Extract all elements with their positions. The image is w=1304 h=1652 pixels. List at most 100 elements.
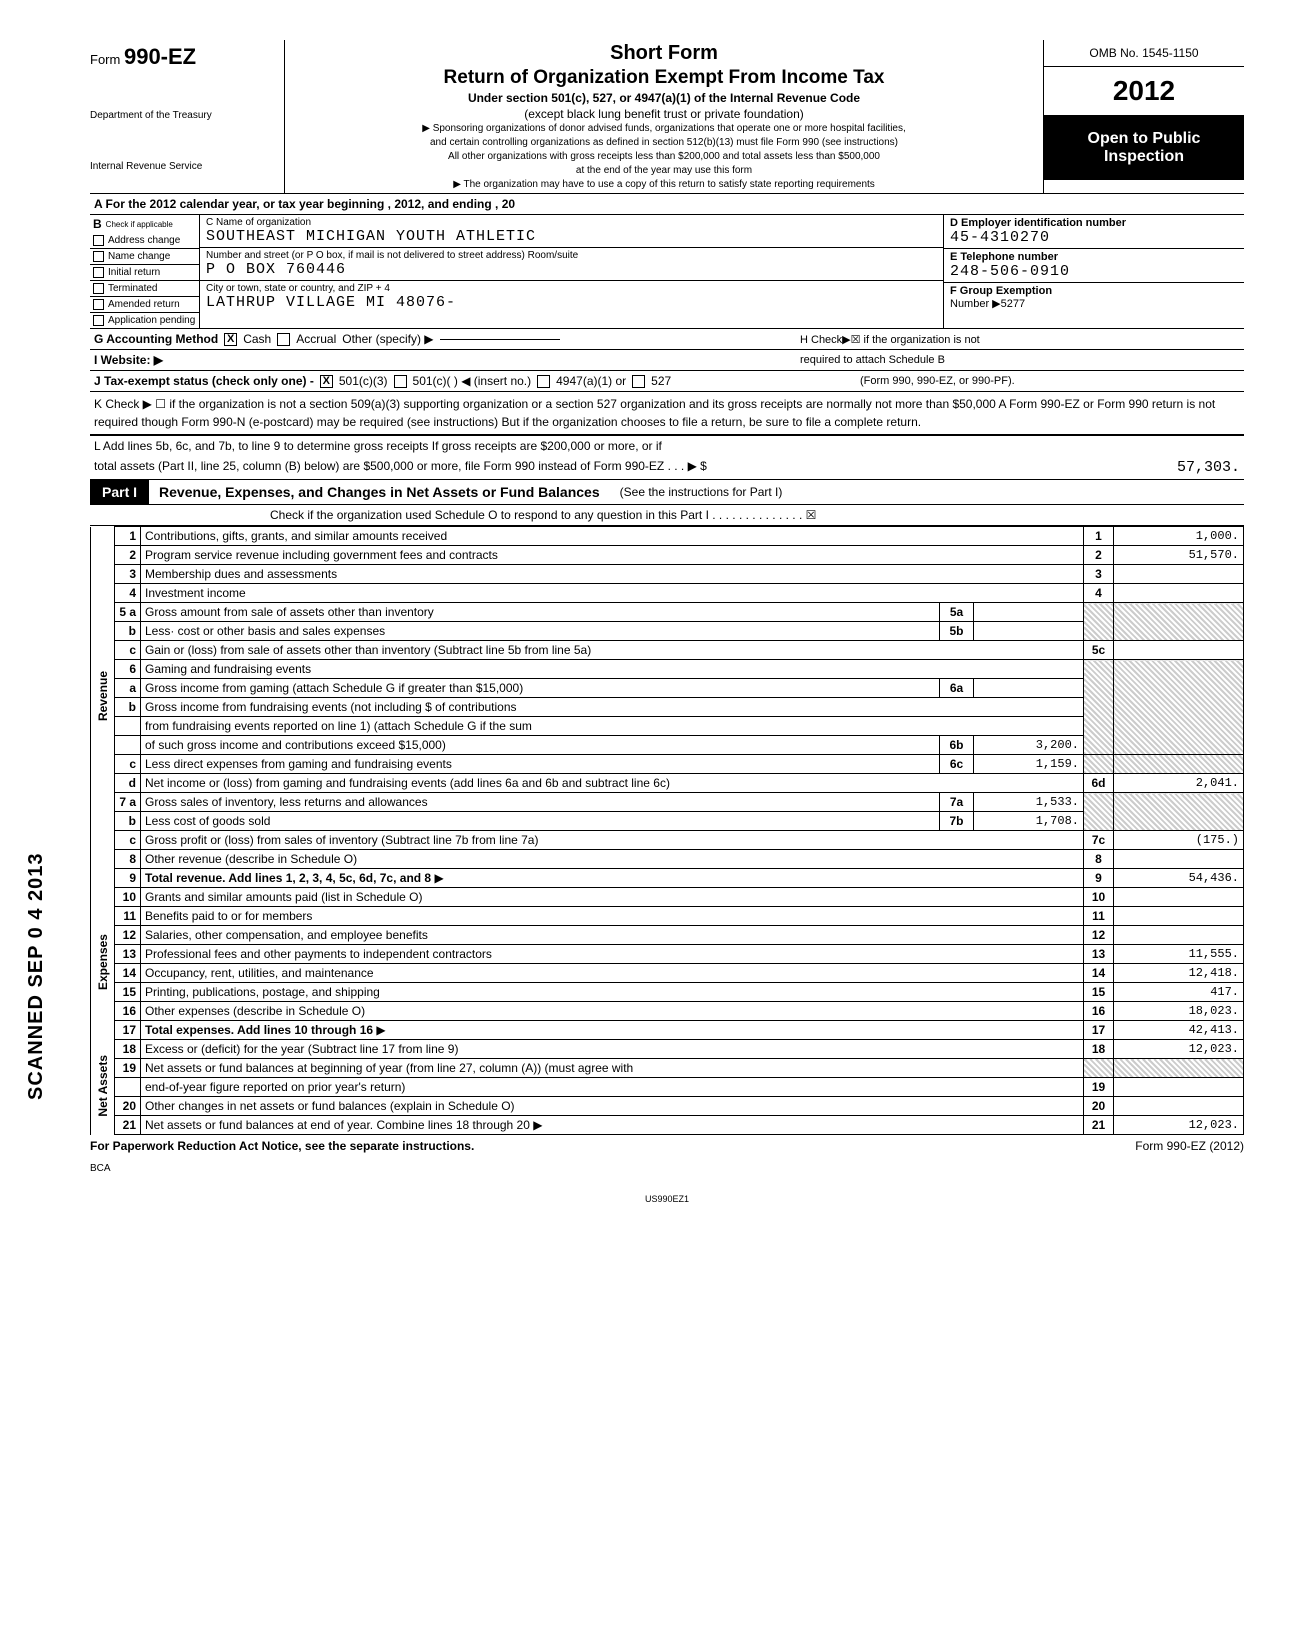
b18: 18 — [1084, 1040, 1114, 1059]
t19b: end-of-year figure reported on prior yea… — [145, 1080, 405, 1094]
org-city: LATHRUP VILLAGE MI 48076- — [206, 294, 937, 311]
h-text: H Check▶☒ if the organization is not — [800, 333, 1240, 346]
fine3: All other organizations with gross recei… — [295, 151, 1033, 163]
title-short: Short Form — [295, 42, 1033, 65]
dept-irs: Internal Revenue Service — [90, 161, 278, 172]
n9: 9 — [115, 869, 141, 888]
v6d: 2,041. — [1114, 774, 1244, 793]
n5c: c — [115, 641, 141, 660]
n1: 1 — [115, 527, 141, 546]
b19b: 19 — [1084, 1078, 1114, 1097]
lbl-term: Terminated — [108, 283, 157, 294]
cb-amend[interactable] — [93, 299, 104, 310]
t5a: Gross amount from sale of assets other t… — [145, 605, 434, 619]
n7a: 7 a — [115, 793, 141, 812]
cb-501c3[interactable]: X — [320, 375, 333, 388]
i-label: I Website: ▶ — [94, 353, 163, 367]
n5a: 5 a — [115, 603, 141, 622]
t14: Occupancy, rent, utilities, and maintena… — [145, 966, 374, 980]
lbl-accrual: Accrual — [296, 332, 336, 346]
v11 — [1114, 907, 1244, 926]
t17: Total expenses. Add lines 10 through 16 — [145, 1023, 373, 1037]
n21: 21 — [115, 1116, 141, 1135]
part1-header: Part I Revenue, Expenses, and Changes in… — [90, 480, 1244, 505]
n6a: a — [115, 679, 141, 698]
g-label: G Accounting Method — [94, 332, 218, 346]
v18: 12,023. — [1114, 1040, 1244, 1059]
n13: 13 — [115, 945, 141, 964]
mb5b: 5b — [940, 622, 974, 641]
b4: 4 — [1084, 584, 1114, 603]
b7c: 7c — [1084, 831, 1114, 850]
v1: 1,000. — [1114, 527, 1244, 546]
cb-address[interactable] — [93, 235, 104, 246]
cb-initial[interactable] — [93, 267, 104, 278]
cb-4947[interactable] — [537, 375, 550, 388]
b10: 10 — [1084, 888, 1114, 907]
cb-527[interactable] — [632, 375, 645, 388]
cb-501c[interactable] — [394, 375, 407, 388]
e-label: E Telephone number — [950, 251, 1058, 263]
check-schedule-o: Check if the organization used Schedule … — [90, 505, 1244, 526]
phone: 248-506-0910 — [950, 263, 1238, 280]
addr-label: Number and street (or P O box, if mail i… — [206, 250, 937, 261]
fine2: and certain controlling organizations as… — [295, 137, 1033, 149]
lbl-amend: Amended return — [108, 299, 180, 310]
mv7a: 1,533. — [974, 793, 1084, 812]
line-l2: total assets (Part II, line 25, column (… — [94, 459, 707, 476]
us-foot: US990EZ1 — [90, 1194, 1244, 1204]
part1-note: (See the instructions for Part I) — [600, 485, 783, 499]
except: (except black lung benefit trust or priv… — [295, 107, 1033, 121]
cb-name[interactable] — [93, 251, 104, 262]
t5b: Less· cost or other basis and sales expe… — [145, 624, 385, 638]
line-j: J Tax-exempt status (check only one) - X… — [90, 371, 1244, 392]
v12 — [1114, 926, 1244, 945]
mv5a — [974, 603, 1084, 622]
v9: 54,436. — [1114, 869, 1244, 888]
t7a: Gross sales of inventory, less returns a… — [145, 795, 428, 809]
cb-term[interactable] — [93, 283, 104, 294]
mb6c: 6c — [940, 755, 974, 774]
b3: 3 — [1084, 565, 1114, 584]
t19: Net assets or fund balances at beginning… — [145, 1061, 633, 1075]
b12: 12 — [1084, 926, 1114, 945]
t7b: Less cost of goods sold — [145, 814, 270, 828]
lbl-501c: 501(c)( ) ◀ (insert no.) — [413, 374, 532, 388]
cb-cash[interactable]: X — [224, 333, 237, 346]
mb6a: 6a — [940, 679, 974, 698]
t1: Contributions, gifts, grants, and simila… — [145, 529, 447, 543]
open-public: Open to Public Inspection — [1044, 116, 1244, 180]
t6d: Net income or (loss) from gaming and fun… — [145, 776, 670, 790]
mb7b: 7b — [940, 812, 974, 831]
section-netassets: Net Assets — [96, 1055, 110, 1117]
b17: 17 — [1084, 1021, 1114, 1040]
b1: 1 — [1084, 527, 1114, 546]
n6: 6 — [115, 660, 141, 679]
line-l1: L Add lines 5b, 6c, and 7b, to line 9 to… — [90, 436, 1244, 456]
n6b: b — [115, 698, 141, 717]
c-label: C Name of organization — [206, 217, 937, 228]
section-expenses: Expenses — [96, 934, 110, 990]
n7c: c — [115, 831, 141, 850]
n6d: d — [115, 774, 141, 793]
t6b3: of such gross income and contributions e… — [145, 738, 446, 752]
t18: Excess or (deficit) for the year (Subtra… — [145, 1042, 458, 1056]
lbl-527: 527 — [651, 374, 671, 388]
dept-treasury: Department of the Treasury — [90, 110, 278, 121]
n15: 15 — [115, 983, 141, 1002]
b8: 8 — [1084, 850, 1114, 869]
cb-accrual[interactable] — [277, 333, 290, 346]
t8: Other revenue (describe in Schedule O) — [145, 852, 357, 866]
d-label: D Employer identification number — [950, 217, 1126, 229]
t15: Printing, publications, postage, and shi… — [145, 985, 380, 999]
t2: Program service revenue including govern… — [145, 548, 498, 562]
n3: 3 — [115, 565, 141, 584]
t6c: Less direct expenses from gaming and fun… — [145, 757, 452, 771]
fine5: ▶ The organization may have to use a cop… — [295, 179, 1033, 191]
cb-app[interactable] — [93, 315, 104, 326]
t7c: Gross profit or (loss) from sales of inv… — [145, 833, 538, 847]
n2: 2 — [115, 546, 141, 565]
t3: Membership dues and assessments — [145, 567, 337, 581]
a17: ▶ — [376, 1023, 385, 1037]
section-revenue: Revenue — [96, 671, 110, 721]
